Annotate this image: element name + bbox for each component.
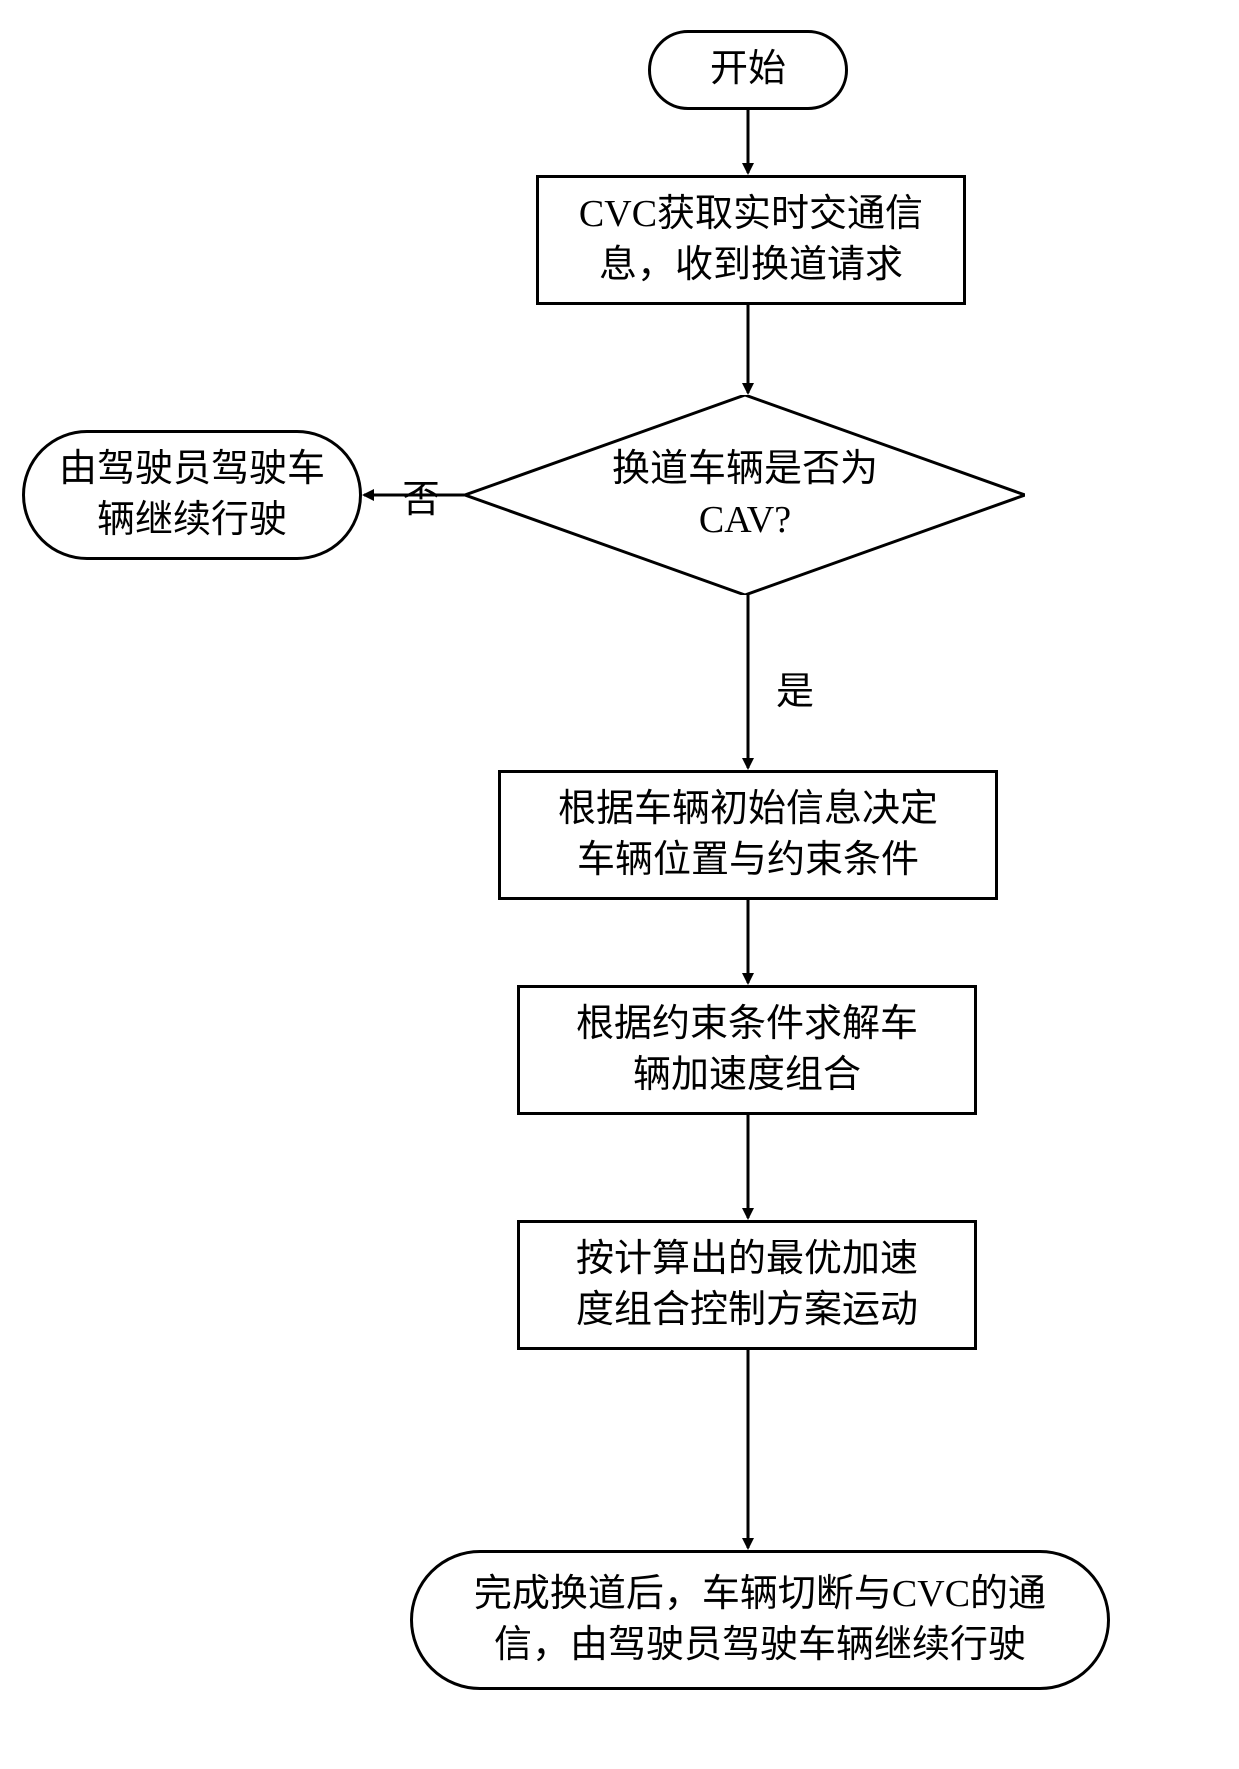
terminator-driver-continue: 由驾驶员驾驶车辆继续行驶 [22, 430, 362, 560]
process-cvc-receive: CVC获取实时交通信息，收到换道请求 [536, 175, 966, 305]
start-node: 开始 [648, 30, 848, 110]
start-label: 开始 [710, 44, 786, 95]
process-execute-motion: 按计算出的最优加速度组合控制方案运动 [517, 1220, 977, 1350]
process-solve-acceleration-label: 根据约束条件求解车辆加速度组合 [576, 999, 918, 1102]
terminator-driver-continue-label: 由驾驶员驾驶车辆继续行驶 [59, 444, 325, 547]
end-node: 完成换道后，车辆切断与CVC的通信，由驾驶员驾驶车辆继续行驶 [410, 1550, 1110, 1690]
process-solve-acceleration: 根据约束条件求解车辆加速度组合 [517, 985, 977, 1115]
decision-is-cav: 换道车辆是否为CAV? [465, 395, 1025, 595]
process-execute-motion-label: 按计算出的最优加速度组合控制方案运动 [576, 1234, 918, 1337]
edge-label-yes: 是 [772, 660, 818, 715]
decision-is-cav-label: 换道车辆是否为CAV? [612, 444, 878, 547]
process-cvc-receive-label: CVC获取实时交通信息，收到换道请求 [579, 189, 923, 292]
process-determine-constraints: 根据车辆初始信息决定车辆位置与约束条件 [498, 770, 998, 900]
process-determine-constraints-label: 根据车辆初始信息决定车辆位置与约束条件 [558, 784, 938, 887]
end-label: 完成换道后，车辆切断与CVC的通信，由驾驶员驾驶车辆继续行驶 [474, 1569, 1046, 1672]
edge-label-no: 否 [398, 468, 444, 523]
